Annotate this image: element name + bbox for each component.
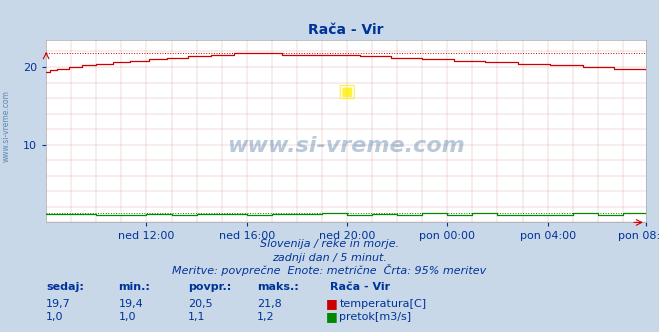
Text: min.:: min.:	[119, 283, 150, 292]
Text: 1,0: 1,0	[46, 312, 64, 322]
Text: 20,5: 20,5	[188, 299, 212, 309]
Text: 19,7: 19,7	[46, 299, 71, 309]
Text: maks.:: maks.:	[257, 283, 299, 292]
Text: www.si-vreme.com: www.si-vreme.com	[227, 136, 465, 156]
Text: 21,8: 21,8	[257, 299, 282, 309]
Text: 1,2: 1,2	[257, 312, 275, 322]
Text: temperatura[C]: temperatura[C]	[339, 299, 426, 309]
Text: www.si-vreme.com: www.si-vreme.com	[2, 90, 11, 162]
Text: zadnji dan / 5 minut.: zadnji dan / 5 minut.	[272, 253, 387, 263]
Text: 19,4: 19,4	[119, 299, 144, 309]
Text: ▣: ▣	[337, 81, 355, 101]
Text: povpr.:: povpr.:	[188, 283, 231, 292]
Text: Rača - Vir: Rača - Vir	[330, 283, 389, 292]
Text: ■: ■	[326, 310, 338, 323]
Text: Meritve: povprečne  Enote: metrične  Črta: 95% meritev: Meritve: povprečne Enote: metrične Črta:…	[173, 264, 486, 276]
Title: Rača - Vir: Rača - Vir	[308, 23, 384, 37]
Text: ■: ■	[326, 297, 338, 310]
Text: Slovenija / reke in morje.: Slovenija / reke in morje.	[260, 239, 399, 249]
Text: pretok[m3/s]: pretok[m3/s]	[339, 312, 411, 322]
Text: 1,0: 1,0	[119, 312, 136, 322]
Text: sedaj:: sedaj:	[46, 283, 84, 292]
Text: 1,1: 1,1	[188, 312, 206, 322]
